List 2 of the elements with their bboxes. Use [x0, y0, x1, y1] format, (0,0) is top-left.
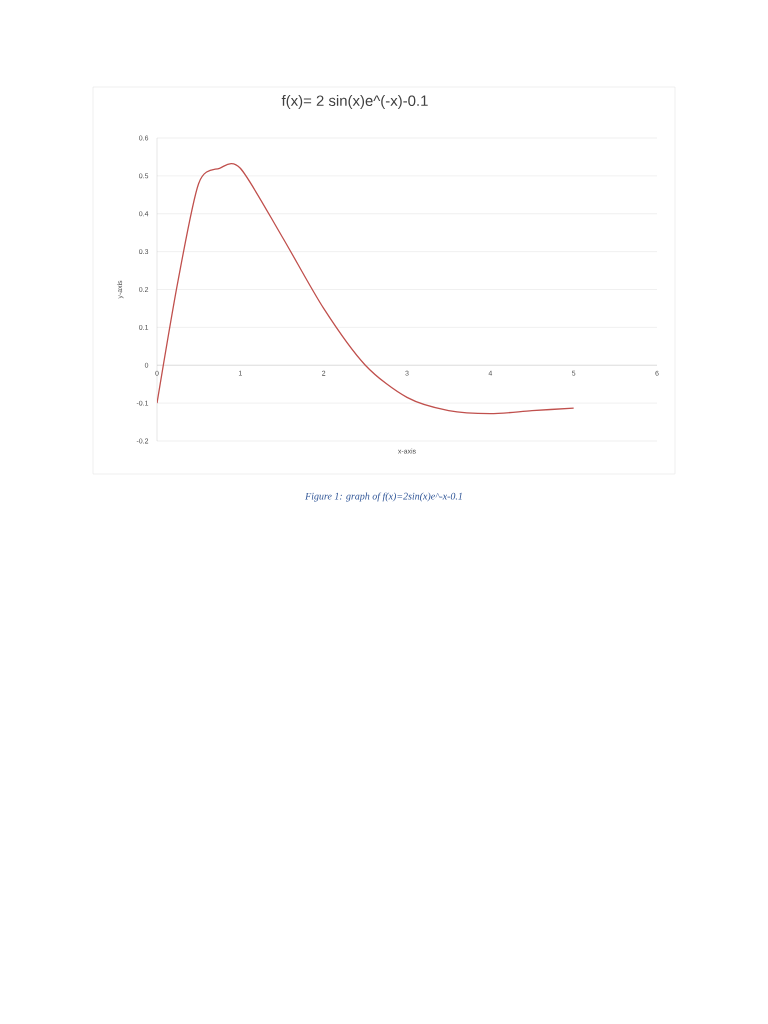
caption: Figure 1: graph of f(x)=2sin(x)e^-x-0.1: [305, 492, 462, 502]
chart-title: f(x)= 2 sin(x)e^(-x)-0.1: [281, 95, 428, 109]
